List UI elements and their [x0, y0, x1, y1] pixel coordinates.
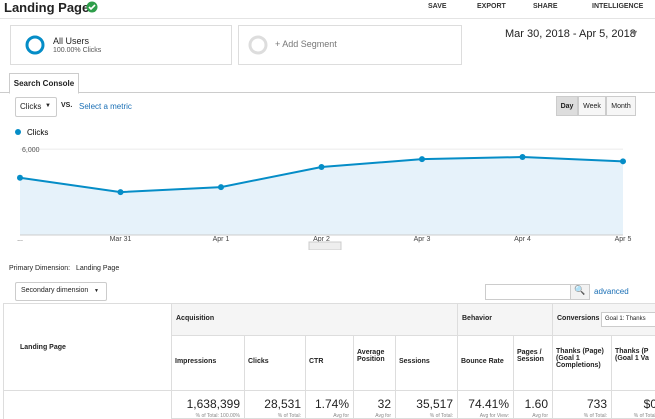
- select-metric[interactable]: Select a metric: [79, 102, 132, 111]
- segment-card[interactable]: [10, 25, 232, 65]
- point: [620, 158, 626, 165]
- group-header: Conversions: [552, 304, 655, 335]
- point: [519, 154, 526, 161]
- metric-select[interactable]: [15, 97, 57, 117]
- secondary-arrow: ▼: [94, 288, 99, 294]
- column-header: Impressions: [171, 335, 244, 390]
- total-note: Avg for View:: [479, 413, 509, 419]
- add-segment-label: + Add Segment: [275, 39, 337, 49]
- chart-handle: [308, 241, 342, 250]
- column-header: Bounce Rate: [457, 335, 513, 390]
- search-box[interactable]: [485, 284, 571, 300]
- total-note: % of Total:: [277, 413, 301, 419]
- goal-select[interactable]: Goal 1: Thanks: [601, 312, 655, 327]
- add-icon: [248, 35, 268, 55]
- date-range[interactable]: Mar 30, 2018 - Apr 5, 2018: [505, 28, 636, 40]
- column-header: Sessions: [395, 335, 457, 390]
- primary-dimension-label: Primary Dimension:: [9, 265, 71, 272]
- total-note: % of Total:: [633, 413, 655, 419]
- group-header: Behavior: [457, 304, 552, 335]
- header-bar: [0, 0, 655, 19]
- add-segment[interactable]: [238, 25, 462, 65]
- secondary-dimension-label: Secondary dimension: [21, 287, 89, 294]
- tab[interactable]: Search Console: [9, 73, 79, 94]
- tab-line: [0, 92, 655, 93]
- group-header: Acquisition: [171, 304, 457, 335]
- action[interactable]: EXPORT: [477, 3, 506, 10]
- legend-label: Clicks: [27, 128, 48, 137]
- total-value: $0: [611, 390, 655, 418]
- action[interactable]: INTELLIGENCE: [592, 3, 644, 10]
- column-header: Landing Page: [4, 304, 171, 390]
- column-header: Clicks: [244, 335, 305, 390]
- secondary-dimension[interactable]: [15, 282, 107, 301]
- period-button[interactable]: Week: [578, 96, 606, 116]
- total-note: % of Total: 100.00%: [195, 413, 240, 419]
- metric-select-label: Clicks: [20, 102, 42, 111]
- legend-marker: [15, 129, 21, 135]
- x-tick-label: ...: [17, 236, 23, 243]
- total-note: Avg for: [375, 413, 391, 419]
- point: [419, 156, 425, 163]
- segment-name: All Users: [53, 36, 90, 46]
- x-tick-label: Apr 5: [615, 236, 632, 243]
- total-value: 1.74%: [305, 390, 353, 418]
- column-header: Thanks (P (Goal 1 Va: [611, 335, 655, 390]
- primary-dimension-value: Landing Page: [76, 265, 120, 272]
- point: [17, 174, 23, 181]
- x-tick-label: Mar 31: [110, 236, 132, 243]
- total-value: 74.41%: [457, 390, 513, 418]
- period-button[interactable]: Day: [556, 96, 578, 116]
- table: Landing Page Acquisition Behavior Conversio…: [3, 303, 655, 419]
- page-title: Landing Pages: [4, 0, 97, 15]
- total-value: 32: [353, 390, 395, 418]
- segment-icon: [25, 35, 45, 55]
- total-label-cell: [4, 390, 171, 419]
- point: [318, 164, 325, 171]
- action[interactable]: SHARE: [533, 3, 558, 10]
- segment-sub: 100.00% Clicks: [53, 47, 102, 54]
- total-value: 1,638,399: [171, 390, 244, 418]
- search-button[interactable]: 🔍: [570, 284, 590, 300]
- total-value: 35,517: [395, 390, 457, 418]
- column-header: CTR: [305, 335, 353, 390]
- column-header: Thanks (Page) (Goal 1 Completions): [552, 335, 611, 390]
- x-tick-label: Apr 2: [313, 236, 330, 243]
- area: [20, 157, 623, 235]
- vs-label: VS.: [61, 102, 73, 109]
- x-tick-label: Apr 4: [514, 236, 531, 243]
- column-header: Pages / Session: [513, 335, 552, 390]
- date-arrow: ▼: [630, 28, 639, 38]
- y-tick-label: 6,000: [22, 147, 40, 154]
- total-value: 1.60: [513, 390, 552, 418]
- x-tick-label: Apr 1: [213, 236, 230, 243]
- total-note: Avg for: [532, 413, 548, 419]
- metric-arrow: ▼: [45, 103, 51, 109]
- verified-icon: [86, 1, 98, 13]
- total-value: 733: [552, 390, 611, 418]
- total-value: 28,531: [244, 390, 305, 418]
- action[interactable]: SAVE: [428, 3, 447, 10]
- total-note: % of Total:: [583, 413, 607, 419]
- total-note: % of Total:: [429, 413, 453, 419]
- column-header: Average Position: [353, 335, 395, 390]
- point: [117, 189, 124, 196]
- period-button[interactable]: Month: [606, 96, 636, 116]
- total-note: Avg for: [333, 413, 349, 419]
- point: [218, 184, 224, 191]
- x-tick-label: Apr 3: [414, 236, 431, 243]
- advanced-link[interactable]: advanced: [594, 287, 629, 296]
